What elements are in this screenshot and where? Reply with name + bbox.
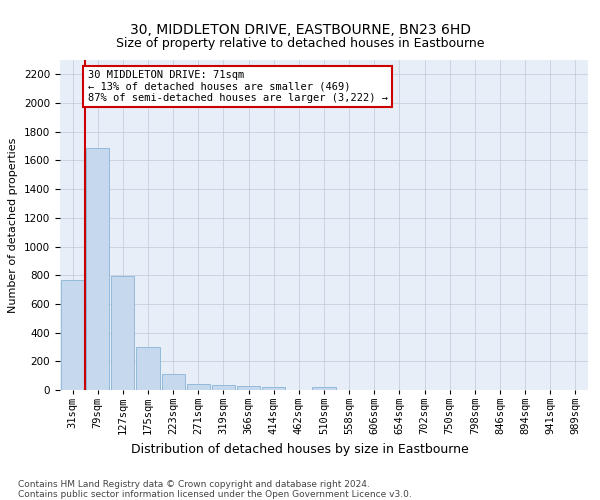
- Bar: [212, 386, 235, 390]
- Bar: [187, 384, 210, 390]
- Text: 30, MIDDLETON DRIVE, EASTBOURNE, BN23 6HD: 30, MIDDLETON DRIVE, EASTBOURNE, BN23 6H…: [130, 22, 470, 36]
- Bar: [111, 276, 134, 390]
- Bar: [313, 387, 335, 390]
- Bar: [161, 374, 185, 390]
- Text: Contains HM Land Registry data © Crown copyright and database right 2024.
Contai: Contains HM Land Registry data © Crown c…: [18, 480, 412, 500]
- Text: Distribution of detached houses by size in Eastbourne: Distribution of detached houses by size …: [131, 442, 469, 456]
- Text: 30 MIDDLETON DRIVE: 71sqm
← 13% of detached houses are smaller (469)
87% of semi: 30 MIDDLETON DRIVE: 71sqm ← 13% of detac…: [88, 70, 388, 103]
- Y-axis label: Number of detached properties: Number of detached properties: [8, 138, 19, 312]
- Bar: [136, 347, 160, 390]
- Bar: [262, 387, 285, 390]
- Bar: [237, 386, 260, 390]
- Bar: [86, 148, 109, 390]
- Text: Size of property relative to detached houses in Eastbourne: Size of property relative to detached ho…: [116, 38, 484, 51]
- Bar: [61, 280, 84, 390]
